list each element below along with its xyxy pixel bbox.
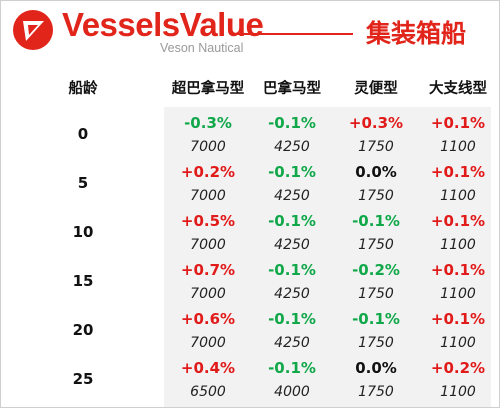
column-header-post-panamax: 超巴拿马型 bbox=[171, 81, 245, 97]
change-panamax: -0.1% bbox=[268, 359, 316, 377]
value-feeder: 1100 bbox=[440, 286, 476, 302]
change-feeder: +0.1% bbox=[430, 114, 486, 132]
change-handy: 0.0% bbox=[355, 359, 397, 377]
change-handy: -0.1% bbox=[352, 212, 400, 230]
value-handy: 1750 bbox=[358, 139, 394, 155]
value-post-panamax: 7000 bbox=[190, 237, 226, 253]
column-header-panamax: 巴拿马型 bbox=[263, 81, 321, 97]
change-handy: 0.0% bbox=[355, 163, 397, 181]
header-divider-line bbox=[237, 33, 353, 35]
value-handy: 1750 bbox=[358, 335, 394, 351]
table-body-background bbox=[164, 107, 491, 407]
vesselsvalue-logo-icon bbox=[13, 10, 53, 50]
value-panamax: 4250 bbox=[274, 335, 310, 351]
value-handy: 1750 bbox=[358, 237, 394, 253]
value-post-panamax: 7000 bbox=[190, 139, 226, 155]
change-feeder: +0.1% bbox=[430, 212, 486, 230]
column-header-handy: 灵便型 bbox=[354, 81, 398, 97]
value-handy: 1750 bbox=[358, 286, 394, 302]
value-panamax: 4000 bbox=[274, 384, 310, 400]
value-feeder: 1100 bbox=[440, 237, 476, 253]
change-post-panamax: +0.6% bbox=[180, 310, 236, 328]
change-post-panamax: +0.7% bbox=[180, 261, 236, 279]
sub-brand: Veson Nautical bbox=[160, 41, 244, 55]
age-label: 20 bbox=[72, 321, 94, 339]
value-panamax: 4250 bbox=[274, 188, 310, 204]
change-post-panamax: +0.5% bbox=[180, 212, 236, 230]
change-post-panamax: +0.2% bbox=[180, 163, 236, 181]
brand-name: VesselsValue bbox=[62, 6, 264, 43]
value-handy: 1750 bbox=[358, 188, 394, 204]
change-panamax: -0.1% bbox=[268, 163, 316, 181]
value-post-panamax: 7000 bbox=[190, 335, 226, 351]
value-feeder: 1100 bbox=[440, 188, 476, 204]
value-feeder: 1100 bbox=[440, 139, 476, 155]
value-feeder: 1100 bbox=[440, 335, 476, 351]
value-feeder: 1100 bbox=[440, 384, 476, 400]
column-header-feeder: 大支线型 bbox=[429, 81, 487, 97]
value-panamax: 4250 bbox=[274, 139, 310, 155]
value-panamax: 4250 bbox=[274, 237, 310, 253]
age-label: 15 bbox=[72, 272, 94, 290]
change-panamax: -0.1% bbox=[268, 261, 316, 279]
age-label: 10 bbox=[72, 223, 94, 241]
change-feeder: +0.1% bbox=[430, 310, 486, 328]
change-panamax: -0.1% bbox=[268, 212, 316, 230]
change-feeder: +0.1% bbox=[430, 163, 486, 181]
page-title: 集装箱船 bbox=[366, 19, 467, 48]
value-post-panamax: 7000 bbox=[190, 286, 226, 302]
age-label: 25 bbox=[72, 370, 94, 388]
value-post-panamax: 6500 bbox=[190, 384, 226, 400]
change-handy: +0.3% bbox=[348, 114, 404, 132]
value-post-panamax: 7000 bbox=[190, 188, 226, 204]
value-panamax: 4250 bbox=[274, 286, 310, 302]
change-panamax: -0.1% bbox=[268, 310, 316, 328]
change-feeder: +0.1% bbox=[430, 261, 486, 279]
change-feeder: +0.2% bbox=[430, 359, 486, 377]
age-label: 5 bbox=[77, 174, 89, 192]
age-column-header: 船龄 bbox=[68, 81, 98, 97]
age-label: 0 bbox=[77, 125, 89, 143]
change-handy: -0.1% bbox=[352, 310, 400, 328]
change-handy: -0.2% bbox=[352, 261, 400, 279]
change-post-panamax: +0.4% bbox=[180, 359, 236, 377]
value-handy: 1750 bbox=[358, 384, 394, 400]
change-panamax: -0.1% bbox=[268, 114, 316, 132]
change-post-panamax: -0.3% bbox=[184, 114, 232, 132]
